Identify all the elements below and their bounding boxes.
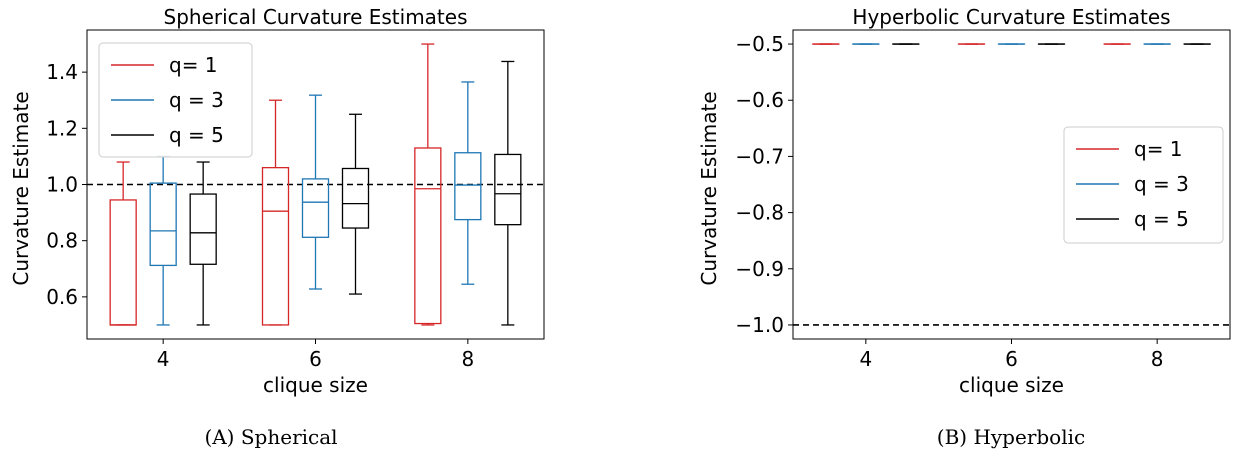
box-body bbox=[149, 182, 177, 267]
box-body bbox=[261, 166, 290, 326]
legend-label: q = 5 bbox=[1134, 207, 1189, 231]
x-axis-label: clique size bbox=[263, 373, 368, 397]
legend: q= 1 q = 3 q = 5 bbox=[1063, 126, 1224, 244]
y-tick-label: 1.2 bbox=[46, 116, 78, 140]
box-body bbox=[494, 153, 522, 226]
chart-title: Hyperbolic Curvature Estimates bbox=[852, 5, 1170, 29]
box-q=3-4 bbox=[149, 155, 177, 326]
box-q=3-6 bbox=[301, 94, 330, 290]
legend-frame bbox=[98, 42, 253, 158]
box-q=3-8 bbox=[454, 81, 482, 285]
box-q=1-4 bbox=[109, 161, 137, 326]
box-body bbox=[414, 147, 442, 325]
x-tick-label: 4 bbox=[157, 347, 170, 371]
y-tick-label: 0.6 bbox=[46, 285, 78, 309]
y-axis-label: Curvature Estimate bbox=[9, 91, 33, 285]
figure-caption: (B) Hyperbolic bbox=[937, 425, 1085, 449]
chart-panel-2: Hyperbolic Curvature Estimates −0.5 −0.6 −0… bbox=[697, 5, 1231, 449]
x-tick-label: 8 bbox=[461, 347, 474, 371]
y-tick-label: −0.7 bbox=[735, 144, 784, 168]
y-tick-label: 0.8 bbox=[46, 229, 78, 253]
chart-title: Spherical Curvature Estimates bbox=[164, 5, 468, 29]
box-q=5-4 bbox=[189, 161, 217, 326]
box-body bbox=[189, 193, 217, 265]
y-tick-label: 1.0 bbox=[46, 173, 78, 197]
legend-label: q = 3 bbox=[1134, 172, 1189, 196]
box-q=5-8 bbox=[494, 60, 522, 326]
y-tick-label: −0.8 bbox=[735, 201, 784, 225]
legend-label: q= 1 bbox=[169, 53, 218, 77]
legend-label: q= 1 bbox=[1134, 137, 1183, 161]
x-tick-label: 4 bbox=[859, 347, 872, 371]
legend-frame bbox=[1063, 126, 1224, 244]
legend-label: q = 5 bbox=[169, 123, 224, 147]
x-tick-label: 6 bbox=[1005, 347, 1018, 371]
x-tick-label: 8 bbox=[1151, 347, 1164, 371]
box-q=1-8 bbox=[414, 43, 442, 326]
y-axis-label: Curvature Estimate bbox=[697, 91, 721, 285]
box-body bbox=[301, 178, 330, 238]
legend: q= 1 q = 3 q = 5 bbox=[98, 42, 253, 158]
x-axis-label: clique size bbox=[959, 373, 1064, 397]
y-tick-label: −1.0 bbox=[735, 313, 784, 337]
y-tick-label: 1.4 bbox=[46, 60, 78, 84]
box-q=1-6 bbox=[261, 99, 290, 326]
x-tick-label: 6 bbox=[309, 347, 322, 371]
y-tick-label: −0.9 bbox=[735, 257, 784, 281]
chart-panel-1: Spherical Curvature Estimates 0.6 0.8 1.0 1.… bbox=[9, 5, 545, 449]
y-tick-label: −0.6 bbox=[735, 88, 784, 112]
legend-label: q = 3 bbox=[169, 88, 224, 112]
box-body bbox=[454, 152, 482, 221]
figure-caption: (A) Spherical bbox=[204, 425, 337, 449]
y-tick-label: −0.5 bbox=[735, 32, 784, 56]
box-q=5-6 bbox=[341, 113, 370, 295]
box-body bbox=[341, 167, 370, 229]
box-body bbox=[109, 199, 137, 326]
